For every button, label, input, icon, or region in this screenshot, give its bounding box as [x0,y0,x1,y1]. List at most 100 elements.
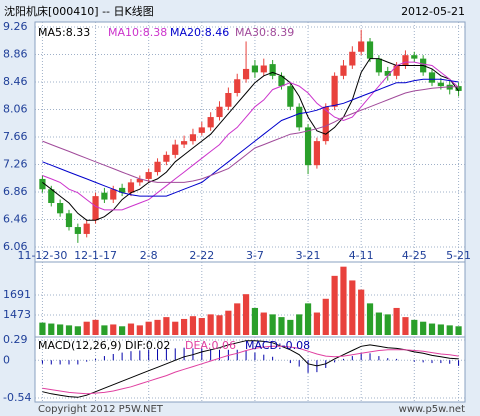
legend-entry: MA5:8.33 [38,26,90,39]
volume-bar [189,316,197,335]
x-tick-label: 4-11 [349,249,374,262]
ma-line [42,61,459,211]
candle-body [296,106,303,128]
ma-line [42,78,459,197]
candle-body [251,65,259,73]
candle-body [119,187,126,193]
y-tick-label: 6.06 [3,240,28,253]
legend-entry: MA20:8.46 [170,26,229,39]
ma-line [42,86,459,183]
candle-body [304,127,312,166]
y-tick-label: -0.54 [3,391,31,404]
volume-bar [420,321,427,335]
candle-body [278,75,285,87]
legend-entry: MA30:8.39 [235,26,294,39]
y-tick-label: 0.29 [3,333,28,346]
volume-bar [349,280,356,335]
legend-entry: DIF:0.02 [125,339,170,352]
volume-bar [242,294,250,335]
candle-body [402,55,409,66]
candle-body [163,154,170,162]
candle-body [313,141,321,166]
candle-body [92,196,99,221]
x-tick-label: 3-21 [296,249,321,262]
candle-body [216,106,223,118]
volume-bar [402,317,409,335]
volume-bar [278,317,285,335]
y-tick-label: 6.46 [3,213,28,226]
candle-body [172,144,179,155]
candle-body [242,68,250,80]
candle-body [437,82,444,87]
candle-body [189,134,197,142]
x-tick-label: 2-8 [140,249,158,262]
candle-body [455,86,462,91]
candle-body [145,172,152,179]
volume-bar [296,314,303,335]
candle-body [322,106,329,142]
x-tick-label: 5-21 [446,249,471,262]
ma-line [42,58,459,221]
site: www.p5w.net [399,404,465,415]
candle-body [127,182,135,193]
plot-area [34,21,466,403]
candle-body [393,65,400,76]
chart-title: 沈阳机床[000410] -- 日K线图 [4,4,154,18]
volume-bar [119,326,126,335]
y-tick-label: 9.26 [3,20,28,33]
volume-bar [225,310,232,335]
volume-bar [313,312,321,335]
x-tick-label: 3-7 [246,249,264,262]
volume-bar [358,289,365,335]
chart-date: 2012-05-21 [401,5,465,18]
candle-body [287,86,294,107]
volume-bar [39,322,46,335]
volume-bar [437,324,444,335]
candle-body [366,41,374,59]
y-tick-label: 7.66 [3,130,28,143]
candle-body [39,178,46,190]
volume-bar [172,321,179,335]
macd-line [42,340,459,398]
y-tick-label: 6.86 [3,185,28,198]
volume-bar [287,319,294,335]
volume-bar [65,325,73,335]
candle-body [198,127,205,133]
candle-body [74,227,81,234]
y-tick-label: 7.26 [3,158,28,171]
volume-bar [251,307,259,335]
volume-bar [101,325,108,335]
candle-body [48,189,55,203]
volume-bar [269,314,276,335]
macd-line [42,345,459,395]
candle-body [428,72,436,83]
volume-bar [92,319,99,335]
volume-bar [366,303,374,335]
volume-bar [322,298,329,335]
candle-body [411,55,418,59]
candle-body [154,161,161,173]
x-tick-label: 2-22 [189,249,214,262]
macd-title: MACD(12,26,9) [38,339,122,352]
volume-bar [384,314,391,335]
candle-body [101,192,108,200]
volume-bar [393,307,400,335]
volume-bar [163,317,170,335]
candle-body [260,65,267,73]
volume-bar [57,324,64,335]
y-tick-label: 1691 [3,288,31,301]
copyright: Copyright 2012 P5W.NET [38,404,164,415]
x-tick-label: 12-1-17 [74,249,117,262]
y-tick-label: 1473 [3,308,31,321]
legend-entry: MACD:-0.08 [245,339,310,352]
candle-body [136,178,143,183]
volume-bar [428,323,436,335]
volume-bar [411,319,418,335]
volume-bar [145,321,152,335]
candle-body [83,223,90,234]
candle-body [65,213,73,228]
legend-entry: MA10:8.38 [108,26,167,39]
volume-bar [180,318,188,335]
candle-body [110,189,117,200]
